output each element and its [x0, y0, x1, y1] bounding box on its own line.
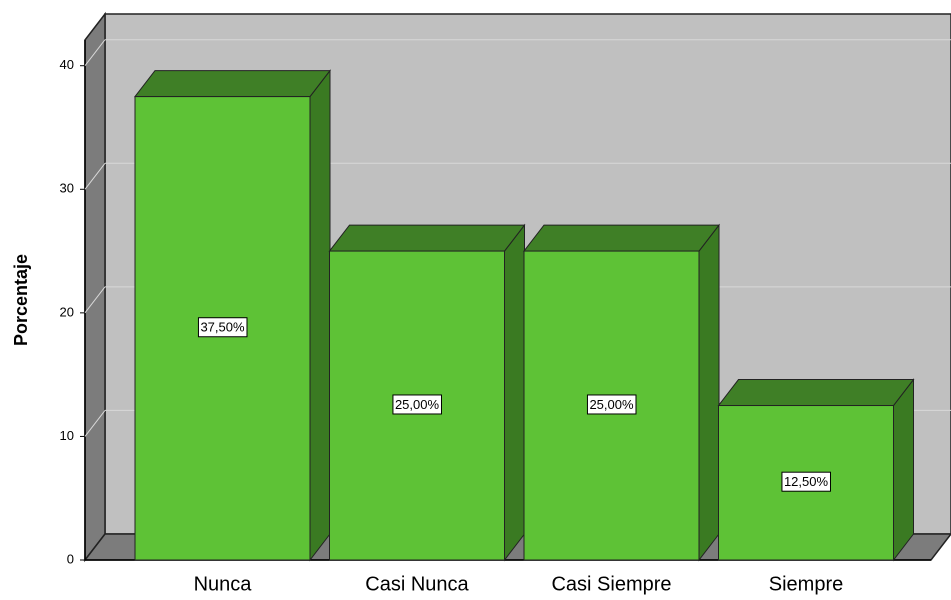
value-label: 12,50% [784, 474, 829, 489]
value-label: 37,50% [200, 320, 245, 335]
x-tick-label: Casi Nunca [365, 573, 469, 595]
x-tick-label: Casi Siempre [551, 573, 671, 595]
y-tick-label: 30 [60, 181, 74, 196]
value-label-box [197, 317, 248, 338]
bar-top [522, 224, 721, 252]
y-tick-label: 20 [60, 304, 74, 319]
side-wall [84, 11, 106, 563]
value-label-box [392, 394, 442, 415]
x-tick-label: Siempre [769, 573, 843, 595]
grid-line [84, 286, 106, 314]
y-tick-label: 0 [67, 551, 74, 566]
grid-line [84, 39, 106, 67]
bar-top [717, 379, 915, 407]
bar-side [504, 223, 525, 562]
bar-side [309, 69, 331, 562]
y-axis-title: Porcentaje [11, 254, 31, 346]
grid-line [84, 162, 106, 190]
y-tick-label: 10 [60, 428, 74, 443]
value-label: 25,00% [589, 397, 634, 412]
bar-side [698, 223, 720, 562]
bar-top [133, 70, 332, 98]
y-tick-label: 40 [60, 57, 74, 72]
bar-side [893, 378, 914, 562]
grid-line [84, 410, 106, 437]
value-label-box [586, 394, 637, 415]
value-label-box [781, 471, 831, 492]
x-tick-label: Nunca [194, 573, 253, 595]
value-label: 25,00% [395, 397, 440, 412]
bar-top [328, 224, 526, 252]
